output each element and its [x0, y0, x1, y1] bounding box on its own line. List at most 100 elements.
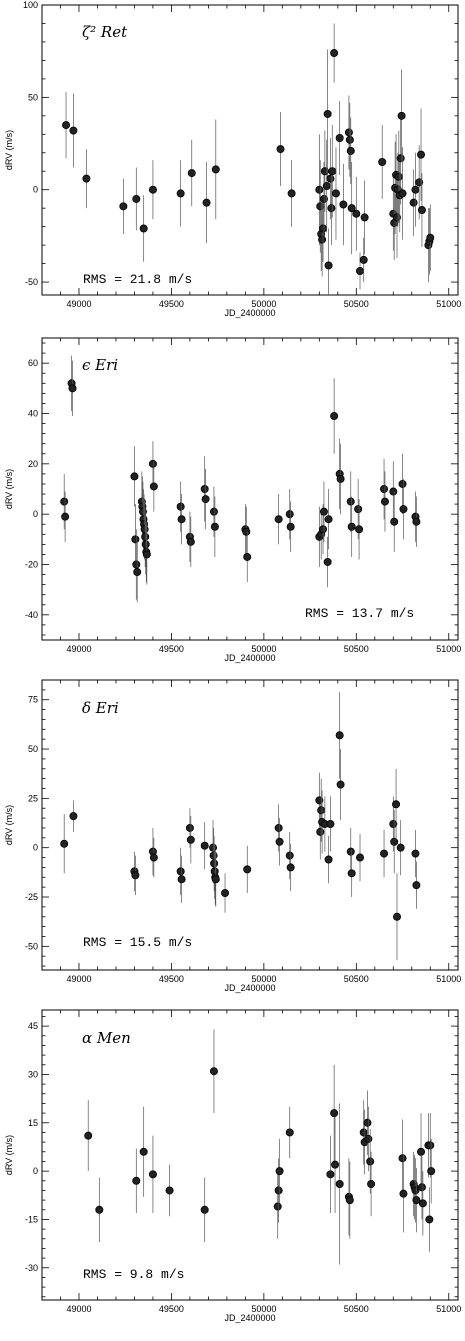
data-point	[378, 158, 387, 167]
data-point	[380, 497, 389, 506]
panel-1: 49000 49500 50000 50500 51000 -50 0 50 100 dRV (m…	[4, 0, 461, 318]
data-point	[417, 1183, 426, 1192]
data-point	[363, 1118, 372, 1127]
data-point	[331, 1160, 340, 1169]
data-point	[346, 497, 355, 506]
data-point	[274, 823, 283, 832]
data-point	[68, 384, 77, 393]
data-point	[345, 135, 354, 144]
x-tick-label: 50000	[251, 974, 276, 984]
data-point	[200, 841, 209, 850]
data-point	[319, 525, 328, 534]
x-tick-label: 50500	[344, 1304, 369, 1314]
x-tick-label: 49500	[159, 644, 184, 654]
x-tick-label: 49000	[66, 974, 91, 984]
data-point	[84, 1131, 93, 1140]
data-point	[209, 1067, 218, 1076]
data-point	[418, 1199, 427, 1208]
data-point	[417, 1147, 426, 1156]
data-point	[276, 145, 285, 154]
x-axis-label: JD_2400000	[224, 983, 275, 993]
y-tick-label: 40	[28, 409, 38, 419]
x-tick-label: 49000	[66, 644, 91, 654]
star-name: δ Eri	[82, 699, 119, 717]
y-tick-label: 25	[28, 793, 38, 803]
plot-frame	[41, 337, 459, 641]
data-point	[409, 198, 418, 207]
data-point	[318, 235, 327, 244]
data-point	[336, 780, 345, 789]
data-point	[202, 198, 211, 207]
data-point	[396, 843, 405, 852]
plot-frame	[41, 4, 459, 296]
data-point	[412, 517, 421, 526]
data-point	[323, 557, 332, 566]
x-tick-label: 49500	[159, 974, 184, 984]
data-point	[209, 507, 218, 516]
data-point	[119, 202, 128, 211]
data-point	[330, 49, 339, 58]
data-point	[397, 111, 406, 120]
data-point	[426, 233, 435, 242]
data-point	[148, 1170, 157, 1179]
data-point	[133, 568, 142, 577]
data-point	[426, 1141, 435, 1150]
data-point	[411, 185, 420, 194]
data-point	[130, 472, 139, 481]
data-point	[330, 412, 339, 421]
y-tick-label: -40	[25, 610, 38, 620]
data-point	[347, 869, 356, 878]
data-point	[132, 1176, 141, 1185]
y-tick-label: -50	[25, 277, 38, 287]
data-point	[319, 224, 328, 233]
data-point	[132, 194, 141, 203]
data-point	[210, 522, 219, 531]
data-point	[139, 1147, 148, 1156]
data-point	[396, 154, 405, 163]
data-point	[324, 261, 333, 270]
plot-frame	[41, 679, 459, 971]
data-point	[330, 1109, 339, 1118]
y-tick-label: -20	[25, 560, 38, 570]
data-point	[398, 1154, 407, 1163]
x-tick-label: 50500	[344, 299, 369, 309]
data-point	[186, 537, 195, 546]
data-point	[148, 459, 157, 468]
data-point	[412, 881, 421, 890]
data-point	[285, 510, 294, 519]
data-point	[367, 1180, 376, 1189]
rms-label: RMS = 13.7 m/s	[305, 606, 414, 621]
data-point	[200, 484, 209, 493]
data-point	[316, 827, 325, 836]
data-point	[185, 823, 194, 832]
data-point	[319, 507, 328, 516]
data-point	[287, 189, 296, 198]
data-point	[221, 889, 230, 898]
x-tick-label: 51000	[436, 299, 461, 309]
data-point	[324, 855, 333, 864]
y-tick-label: 50	[28, 744, 38, 754]
x-tick-label: 49500	[159, 299, 184, 309]
data-point	[177, 875, 186, 884]
data-point	[149, 853, 158, 862]
y-tick-label: 20	[28, 459, 38, 469]
data-point	[323, 109, 332, 118]
data-point	[360, 213, 369, 222]
data-point	[364, 1134, 373, 1143]
plot-frame	[41, 1009, 459, 1301]
data-point	[274, 1186, 283, 1195]
data-point	[324, 515, 333, 524]
y-tick-label: 45	[28, 1021, 38, 1031]
data-point	[425, 1215, 434, 1224]
y-tick-label: -25	[25, 892, 38, 902]
data-point	[345, 1196, 354, 1205]
data-point	[95, 1205, 104, 1214]
y-tick-label: 50	[28, 92, 38, 102]
data-point	[326, 174, 335, 183]
data-point	[176, 867, 185, 876]
data-point	[131, 535, 140, 544]
x-tick-label: 50000	[251, 299, 276, 309]
data-point	[177, 515, 186, 524]
x-tick-label: 51000	[436, 974, 461, 984]
data-point	[165, 1186, 174, 1195]
